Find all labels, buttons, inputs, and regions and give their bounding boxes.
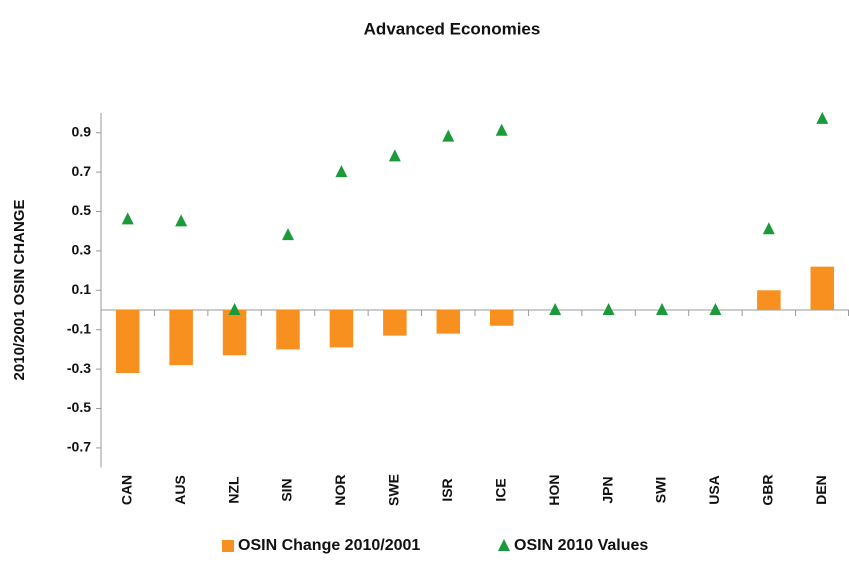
- x-tick-label: ISR: [439, 478, 455, 501]
- bar: [383, 310, 407, 336]
- x-tick-label: GBR: [760, 474, 776, 505]
- x-tick-label: HON: [546, 474, 562, 505]
- triangle-marker: [442, 129, 455, 142]
- triangle-marker: [121, 212, 134, 225]
- x-tick-label: NZL: [225, 476, 241, 504]
- chart-title: Advanced Economies: [364, 19, 541, 38]
- y-tick-label: -0.5: [67, 399, 91, 415]
- y-tick-label: 0.3: [72, 242, 92, 258]
- x-tick-label: DEN: [813, 475, 829, 505]
- y-tick-label: 0.7: [72, 163, 92, 179]
- y-axis-label: 2010/2001 OSIN CHANGE: [11, 200, 28, 381]
- bar: [276, 310, 300, 350]
- legend-swatch: [498, 539, 510, 551]
- bar: [169, 310, 193, 366]
- x-tick-label: SIN: [279, 478, 295, 501]
- bar: [810, 266, 835, 310]
- legend-label: OSIN Change 2010/2001: [238, 537, 420, 554]
- bar: [329, 310, 354, 348]
- triangle-marker: [602, 303, 615, 315]
- triangle-marker: [762, 222, 775, 235]
- x-tick-label: SWE: [386, 474, 402, 506]
- triangle-marker: [816, 111, 829, 124]
- x-tick-label: CAN: [118, 475, 134, 505]
- bar: [757, 290, 781, 310]
- bar: [436, 310, 461, 334]
- triangle-marker: [388, 149, 401, 162]
- y-tick-label: -0.3: [67, 360, 91, 376]
- x-tick-label: JPN: [599, 476, 615, 503]
- x-tick-label: USA: [706, 475, 722, 505]
- legend-swatch: [222, 540, 234, 552]
- triangle-marker: [656, 303, 668, 315]
- triangle-marker: [709, 303, 722, 315]
- x-tick-label: AUS: [172, 475, 188, 505]
- triangle-marker: [335, 165, 348, 178]
- x-tick-label: ICE: [492, 478, 508, 501]
- y-tick-label: 0.5: [72, 202, 92, 218]
- x-tick-label: SWI: [653, 477, 669, 503]
- y-tick-label: -0.1: [67, 320, 91, 336]
- triangle-marker: [228, 303, 241, 315]
- y-tick-label: -0.7: [67, 439, 91, 455]
- x-tick-label: NOR: [332, 474, 348, 505]
- triangle-marker: [495, 123, 508, 136]
- triangle-marker: [175, 214, 188, 227]
- bar: [115, 310, 140, 374]
- legend-label: OSIN 2010 Values: [514, 537, 648, 554]
- y-tick-label: 0.1: [72, 281, 92, 297]
- bar: [489, 310, 514, 326]
- triangle-marker: [549, 303, 562, 315]
- y-tick-label: 0.9: [72, 123, 92, 139]
- bar: [222, 310, 247, 356]
- triangle-marker: [282, 228, 294, 241]
